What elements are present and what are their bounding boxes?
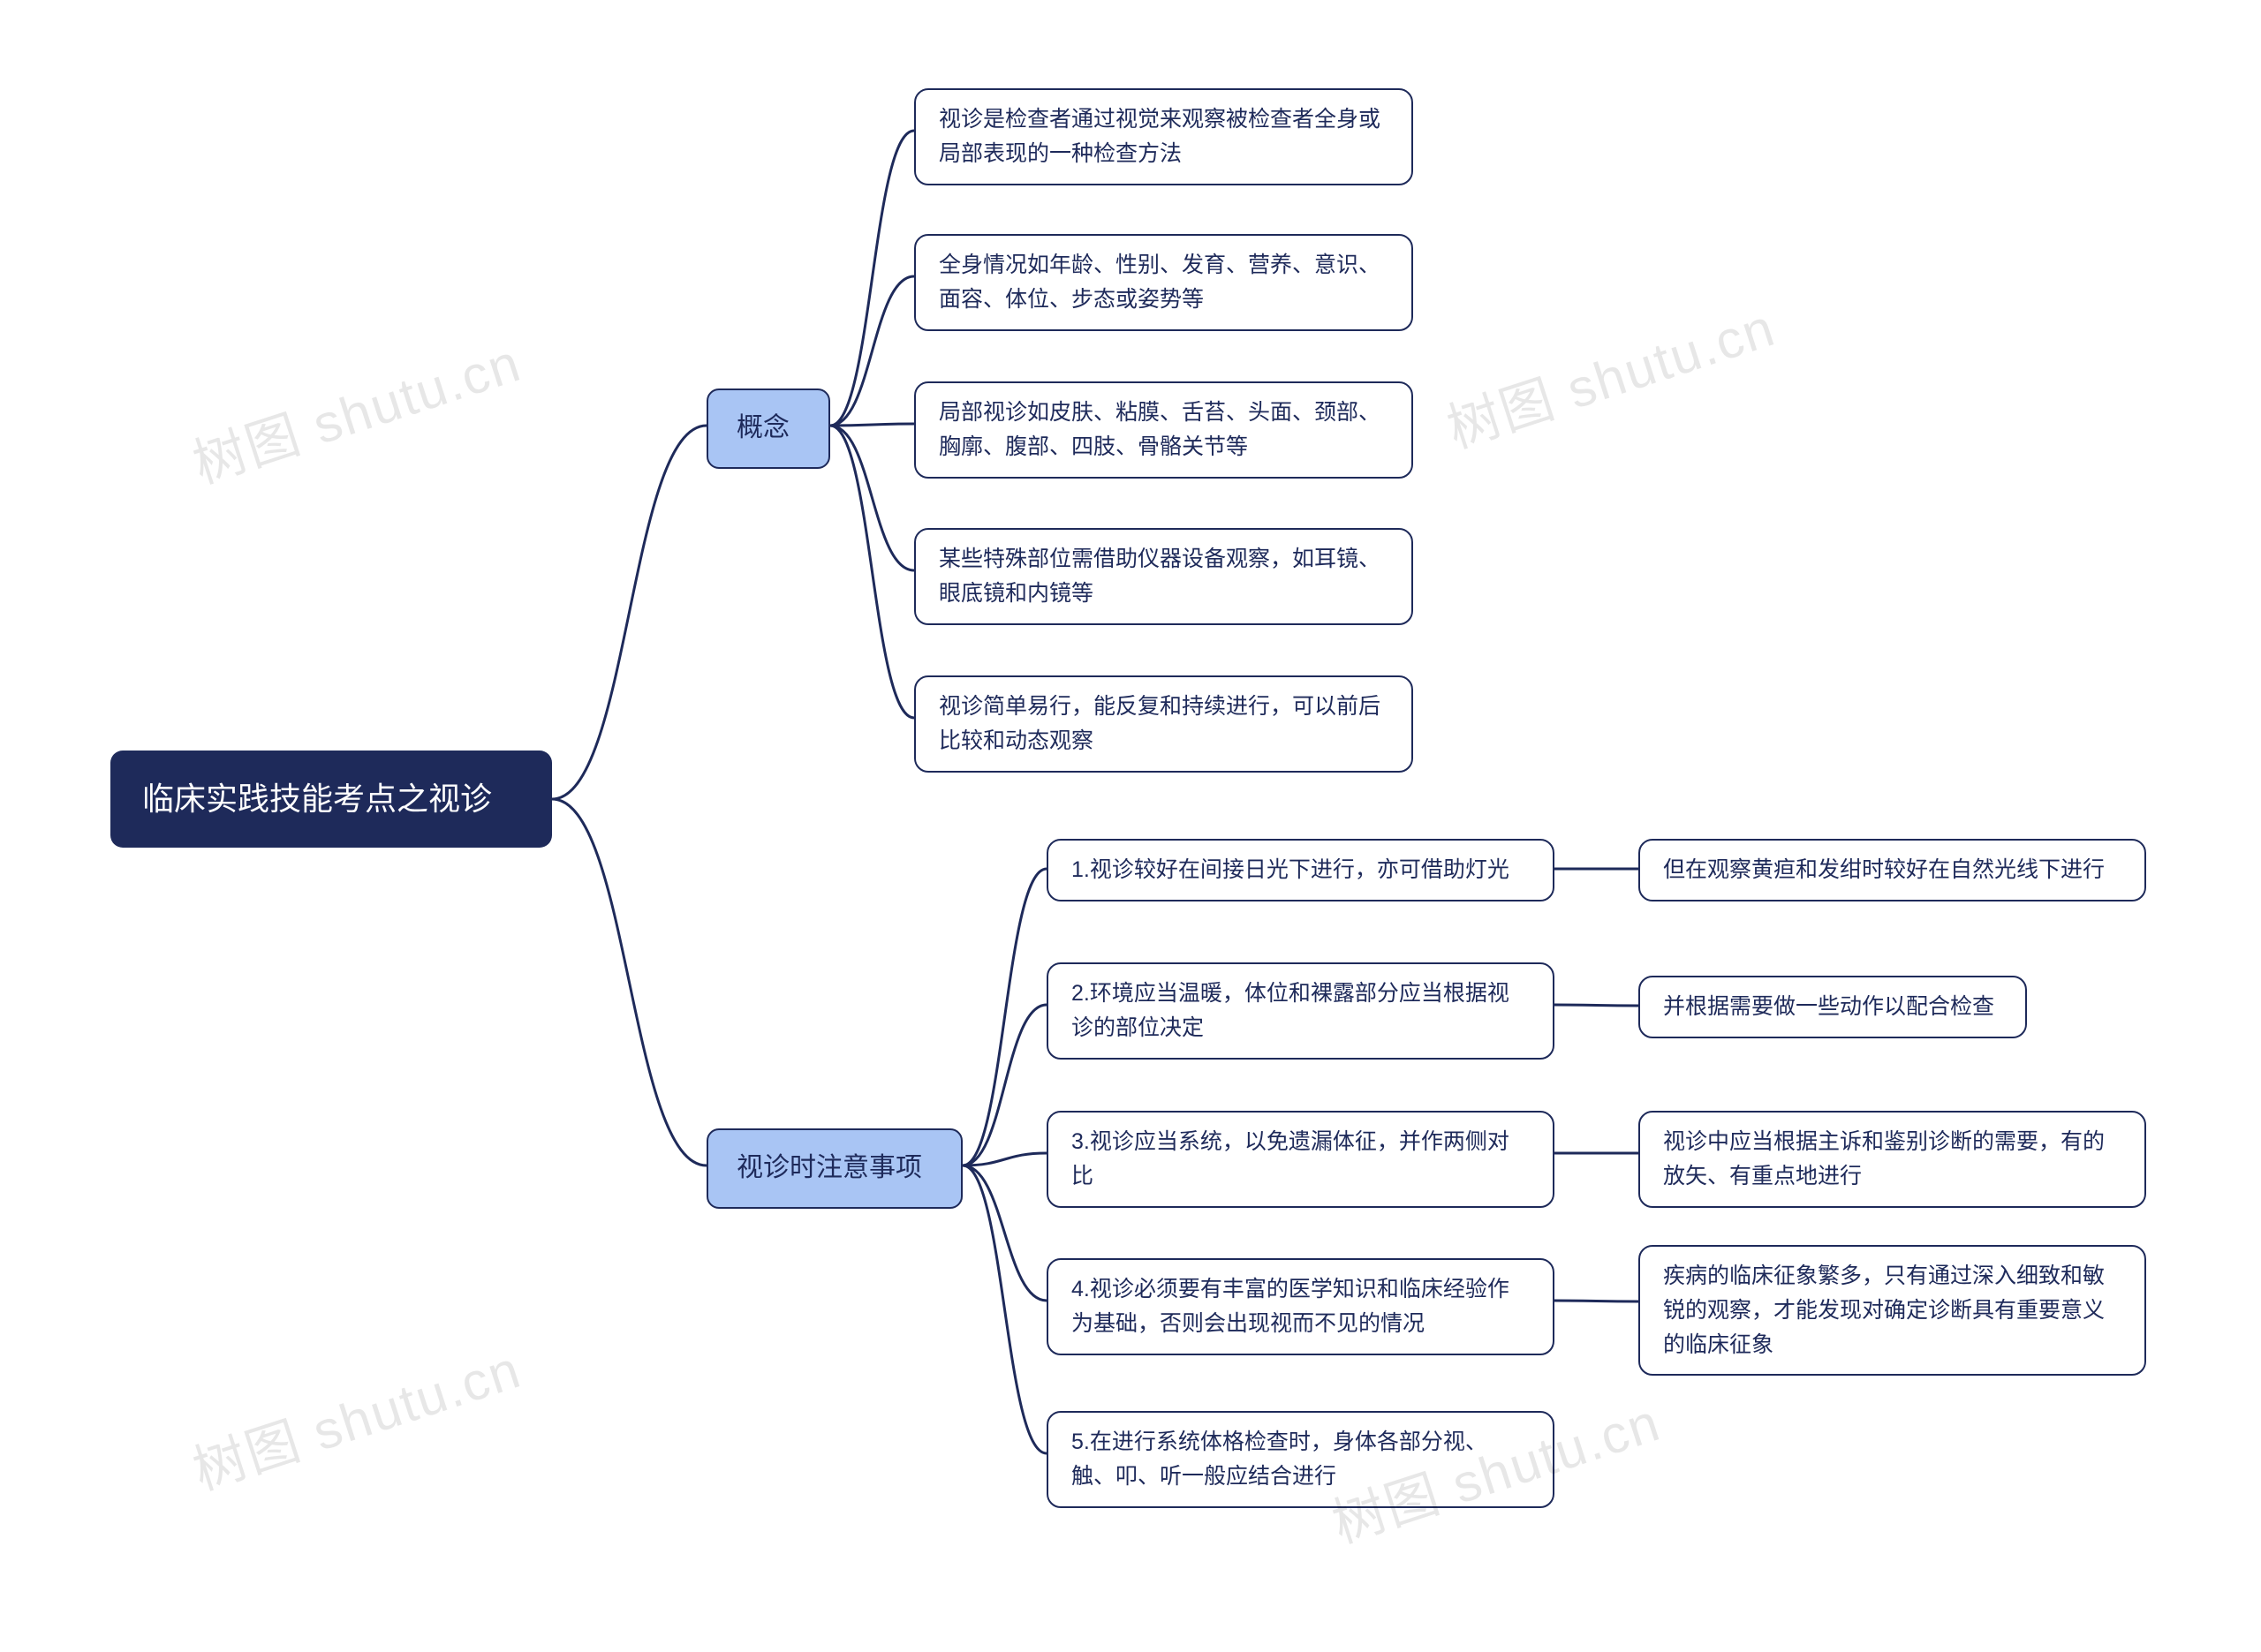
leaf-0-2-label: 局部视诊如皮肤、粘膜、舌苔、头面、颈部、胸廓、腹部、四肢、骨骼关节等 bbox=[939, 396, 1388, 464]
leaf-1-3-sub-label: 疾病的临床征象繁多，只有通过深入细致和敏锐的观察，才能发现对确定诊断具有重要意义… bbox=[1663, 1259, 2121, 1362]
leaf-1-0-sub: 但在观察黄疸和发绀时较好在自然光线下进行 bbox=[1638, 839, 2146, 901]
leaf-1-4: 5.在进行系统体格检查时，身体各部分视、触、叩、听一般应结合进行 bbox=[1047, 1411, 1554, 1508]
leaf-1-2-sub: 视诊中应当根据主诉和鉴别诊断的需要，有的放矢、有重点地进行 bbox=[1638, 1111, 2146, 1208]
leaf-1-1: 2.环境应当温暖，体位和裸露部分应当根据视诊的部位决定 bbox=[1047, 962, 1554, 1060]
leaf-1-1-label: 2.环境应当温暖，体位和裸露部分应当根据视诊的部位决定 bbox=[1071, 977, 1530, 1045]
leaf-1-1-sub: 并根据需要做一些动作以配合检查 bbox=[1638, 976, 2027, 1038]
watermark-2: 树图 shutu.cn bbox=[182, 1327, 530, 1505]
watermark-0: 树图 shutu.cn bbox=[182, 321, 530, 499]
leaf-0-1-label: 全身情况如年龄、性别、发育、营养、意识、面容、体位、步态或姿势等 bbox=[939, 248, 1388, 317]
watermark-1: 树图 shutu.cn bbox=[1436, 285, 1784, 464]
leaf-0-0: 视诊是检查者通过视觉来观察被检查者全身或局部表现的一种检查方法 bbox=[914, 88, 1413, 185]
leaf-0-2: 局部视诊如皮肤、粘膜、舌苔、头面、颈部、胸廓、腹部、四肢、骨骼关节等 bbox=[914, 381, 1413, 479]
branch-0-label: 概念 bbox=[737, 408, 790, 449]
leaf-1-2-label: 3.视诊应当系统，以免遗漏体征，并作两侧对比 bbox=[1071, 1125, 1530, 1194]
leaf-0-4-label: 视诊简单易行，能反复和持续进行，可以前后比较和动态观察 bbox=[939, 690, 1388, 758]
leaf-1-0: 1.视诊较好在间接日光下进行，亦可借助灯光 bbox=[1047, 839, 1554, 901]
leaf-1-4-label: 5.在进行系统体格检查时，身体各部分视、触、叩、听一般应结合进行 bbox=[1071, 1425, 1530, 1494]
leaf-0-4: 视诊简单易行，能反复和持续进行，可以前后比较和动态观察 bbox=[914, 675, 1413, 773]
leaf-1-1-sub-label: 并根据需要做一些动作以配合检查 bbox=[1663, 990, 1994, 1024]
leaf-1-0-label: 1.视诊较好在间接日光下进行，亦可借助灯光 bbox=[1071, 853, 1509, 887]
leaf-1-2-sub-label: 视诊中应当根据主诉和鉴别诊断的需要，有的放矢、有重点地进行 bbox=[1663, 1125, 2121, 1194]
leaf-1-3: 4.视诊必须要有丰富的医学知识和临床经验作为基础，否则会出现视而不见的情况 bbox=[1047, 1258, 1554, 1355]
leaf-0-1: 全身情况如年龄、性别、发育、营养、意识、面容、体位、步态或姿势等 bbox=[914, 234, 1413, 331]
root-node: 临床实践技能考点之视诊 bbox=[110, 751, 552, 848]
branch-1: 视诊时注意事项 bbox=[707, 1128, 963, 1209]
root-label: 临床实践技能考点之视诊 bbox=[142, 774, 492, 824]
branch-0: 概念 bbox=[707, 388, 830, 469]
leaf-1-3-sub: 疾病的临床征象繁多，只有通过深入细致和敏锐的观察，才能发现对确定诊断具有重要意义… bbox=[1638, 1245, 2146, 1376]
leaf-0-3-label: 某些特殊部位需借助仪器设备观察，如耳镜、眼底镜和内镜等 bbox=[939, 542, 1388, 611]
branch-1-label: 视诊时注意事项 bbox=[737, 1148, 922, 1189]
leaf-1-2: 3.视诊应当系统，以免遗漏体征，并作两侧对比 bbox=[1047, 1111, 1554, 1208]
leaf-0-0-label: 视诊是检查者通过视觉来观察被检查者全身或局部表现的一种检查方法 bbox=[939, 102, 1388, 171]
leaf-0-3: 某些特殊部位需借助仪器设备观察，如耳镜、眼底镜和内镜等 bbox=[914, 528, 1413, 625]
leaf-1-3-label: 4.视诊必须要有丰富的医学知识和临床经验作为基础，否则会出现视而不见的情况 bbox=[1071, 1272, 1530, 1341]
leaf-1-0-sub-label: 但在观察黄疸和发绀时较好在自然光线下进行 bbox=[1663, 853, 2105, 887]
